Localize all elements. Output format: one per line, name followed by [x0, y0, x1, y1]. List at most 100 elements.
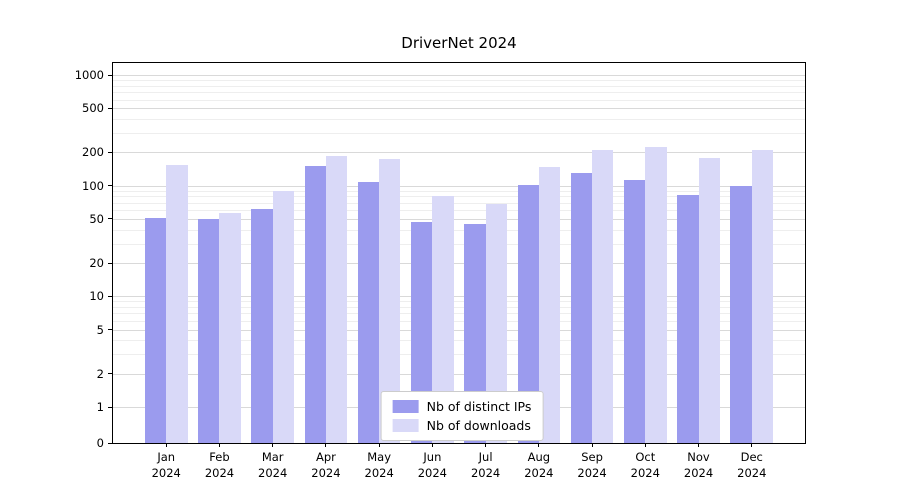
y-tick-label: 5 [96, 322, 104, 337]
bar-distinct-ips [517, 184, 539, 443]
y-axis: 0 1 2 5 10 20 50 100 200 500 1000 [0, 63, 104, 450]
x-tick-mark [165, 443, 167, 447]
gridline-major [113, 108, 805, 110]
x-tick-mark [751, 443, 753, 447]
y-tick-label: 2 [96, 366, 104, 381]
y-tick-mark [108, 185, 112, 187]
bar-downloads [272, 190, 294, 443]
x-tick-label: Jan 2024 [151, 450, 181, 480]
gridline-major [113, 218, 805, 220]
x-tick-label: May 2024 [364, 450, 394, 480]
y-tick-label: 100 [82, 178, 104, 193]
x-tick-label: Apr 2024 [311, 450, 341, 480]
gridline-major [113, 75, 805, 76]
gridline-minor [113, 210, 805, 212]
y-tick-mark [108, 74, 112, 76]
gridline-minor [113, 92, 805, 94]
x-tick-mark [431, 443, 433, 447]
x-tick-label: Dec 2024 [737, 450, 767, 480]
bar-distinct-ips [304, 166, 326, 443]
gridline-major [113, 329, 805, 331]
x-tick-mark [538, 443, 540, 447]
bar-distinct-ips [411, 221, 433, 443]
y-tick-mark [108, 262, 112, 264]
y-tick-mark [108, 107, 112, 109]
bar-downloads [592, 150, 614, 443]
x-tick-label: Feb 2024 [204, 450, 235, 480]
bar-distinct-ips [677, 194, 699, 443]
y-tick-mark [108, 373, 112, 375]
x-tick-mark [591, 443, 593, 447]
x-tick-label: Jun 2024 [417, 450, 448, 480]
x-tick-mark [272, 443, 274, 447]
y-tick-label: 0 [96, 436, 104, 450]
legend-label-downloads: Nb of downloads [426, 418, 531, 433]
bar-distinct-ips [357, 181, 380, 443]
y-tick-label: 1 [96, 400, 104, 414]
bar-downloads [379, 158, 401, 443]
bar-downloads [698, 157, 720, 443]
legend: Nb of distinct IPs Nb of downloads [380, 391, 544, 441]
bar-distinct-ips [144, 218, 167, 443]
gridline-minor [113, 307, 805, 309]
bar-distinct-ips [570, 173, 593, 443]
bar-distinct-ips [198, 218, 220, 443]
gridline-minor [113, 80, 805, 82]
y-tick-label: 50 [89, 211, 104, 226]
y-tick-mark [108, 295, 112, 297]
gridline-minor [113, 190, 805, 192]
gridline-major [113, 263, 805, 265]
bar-downloads [751, 150, 774, 443]
bar-downloads [645, 146, 667, 443]
x-tick-label: Mar 2024 [258, 450, 288, 480]
x-tick-mark [644, 443, 646, 447]
bar-downloads [166, 164, 188, 443]
x-tick-label: Jul 2024 [470, 450, 501, 480]
legend-swatch-distinct-ips [392, 400, 419, 413]
chart-title: DriverNet 2024 [401, 34, 517, 52]
y-tick-mark [108, 151, 112, 153]
gridline-minor [113, 313, 805, 315]
gridline-minor [113, 132, 805, 134]
bar-downloads [485, 204, 507, 443]
bar-downloads [432, 196, 454, 443]
y-tick-mark [108, 442, 112, 444]
x-tick-label: Nov 2024 [683, 450, 714, 480]
x-tick-mark [485, 443, 487, 447]
y-tick-label: 200 [82, 145, 104, 160]
gridline-major [113, 373, 805, 375]
y-tick-label: 1000 [74, 68, 104, 82]
bar-distinct-ips [251, 208, 273, 443]
gridline-major [113, 152, 805, 154]
gridline-minor [113, 229, 805, 231]
gridline-minor [113, 196, 805, 198]
y-tick-label: 500 [82, 101, 104, 116]
gridline-major [113, 296, 805, 298]
gridline-minor [113, 85, 805, 87]
legend-item-downloads: Nb of downloads [392, 418, 532, 433]
plot-area [108, 62, 806, 447]
legend-item-distinct-ips: Nb of distinct IPs [392, 399, 532, 414]
y-tick-label: 10 [89, 289, 104, 304]
gridline-minor [113, 243, 805, 245]
bar-downloads [219, 212, 241, 443]
bar-distinct-ips [624, 179, 646, 443]
legend-label-distinct-ips: Nb of distinct IPs [426, 399, 532, 414]
gridline-minor [113, 119, 805, 121]
y-tick-label: 20 [89, 256, 104, 271]
x-tick-mark [378, 443, 380, 447]
x-tick-label: Sep 2024 [577, 450, 607, 480]
x-axis: Jan 2024 Feb 2024 Mar 2024 Apr 2024 May 2024… [113, 450, 805, 490]
y-tick-mark [108, 406, 112, 408]
x-tick-label: Oct 2024 [630, 450, 660, 480]
gridline-major [113, 185, 805, 187]
bar-downloads [325, 156, 348, 443]
bar-distinct-ips [730, 185, 752, 443]
x-tick-mark [698, 443, 700, 447]
x-tick-label: Aug 2024 [524, 450, 554, 480]
y-tick-mark [108, 218, 112, 220]
gridline-minor [113, 340, 805, 342]
bar-downloads [538, 166, 561, 443]
gridline-minor [113, 202, 805, 204]
